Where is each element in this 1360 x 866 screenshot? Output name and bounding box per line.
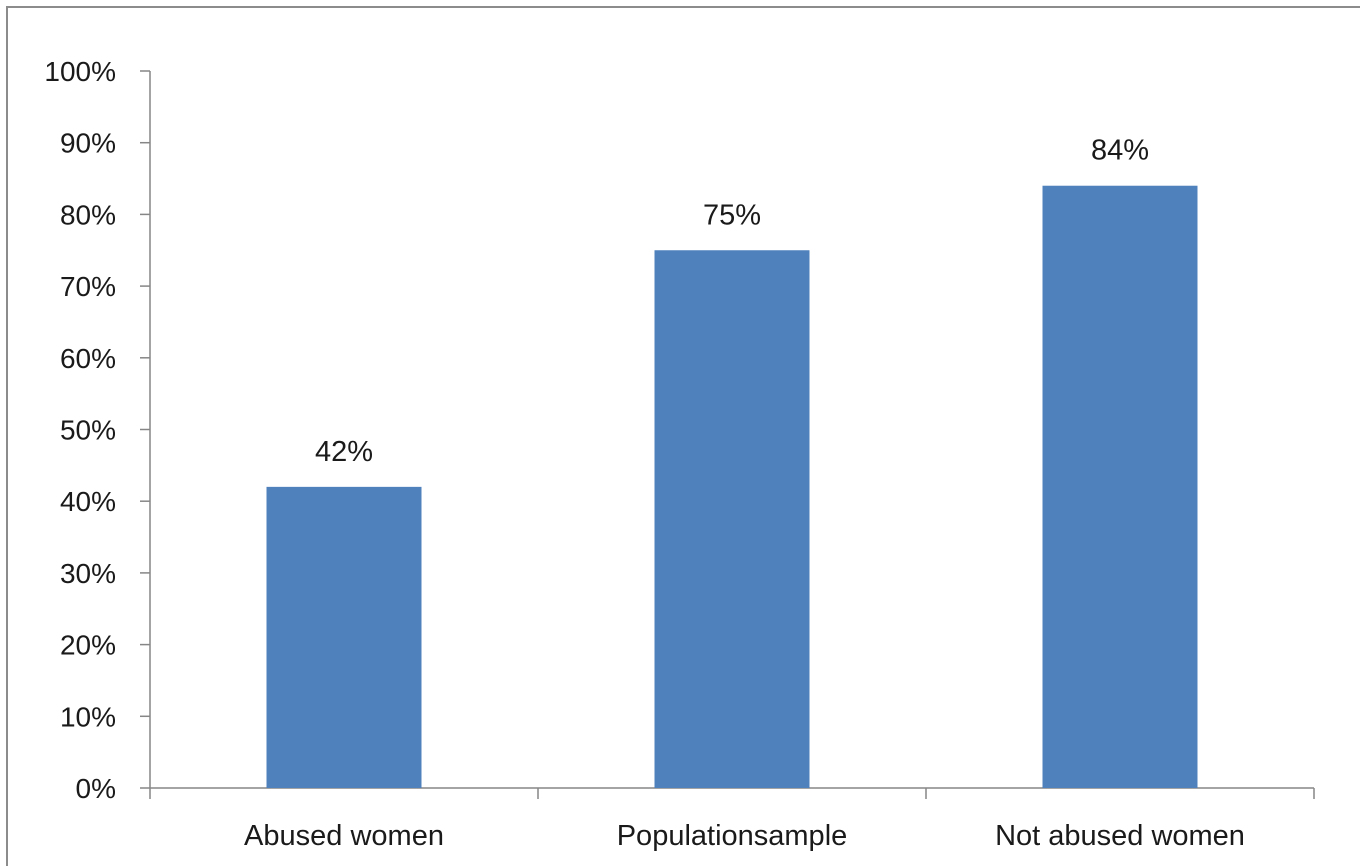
data-labels: 42% 75% 84% [315,135,1149,468]
bars [266,185,1198,789]
bar [266,486,422,788]
x-category-label: Abused women [244,820,444,852]
bar-value-label: 42% [315,436,373,468]
y-tick-label: 60% [60,343,116,374]
x-category-label: Not abused women [995,820,1245,852]
bar [1042,185,1198,789]
bar-value-label: 84% [1091,135,1149,167]
x-category-label: Populationsample [617,820,848,852]
y-tick-label: 100% [44,56,116,87]
bar [654,250,810,788]
bar-value-label: 75% [703,199,761,231]
y-tick-label: 30% [60,558,116,589]
y-tick-label: 20% [60,630,116,661]
y-tick-label: 10% [60,701,116,732]
y-axis: 0% 10% 20% 30% 40% 50% 60% 70% 80% 90% 100% [44,56,151,804]
y-tick-label: 50% [60,415,116,446]
y-tick-label: 80% [60,199,116,230]
y-tick-label: 0% [76,773,116,804]
y-tick-label: 40% [60,486,116,517]
x-axis: Abused women Populationsample Not abused w… [149,787,1315,852]
y-tick-label: 90% [60,128,116,159]
y-tick-label: 70% [60,271,116,302]
